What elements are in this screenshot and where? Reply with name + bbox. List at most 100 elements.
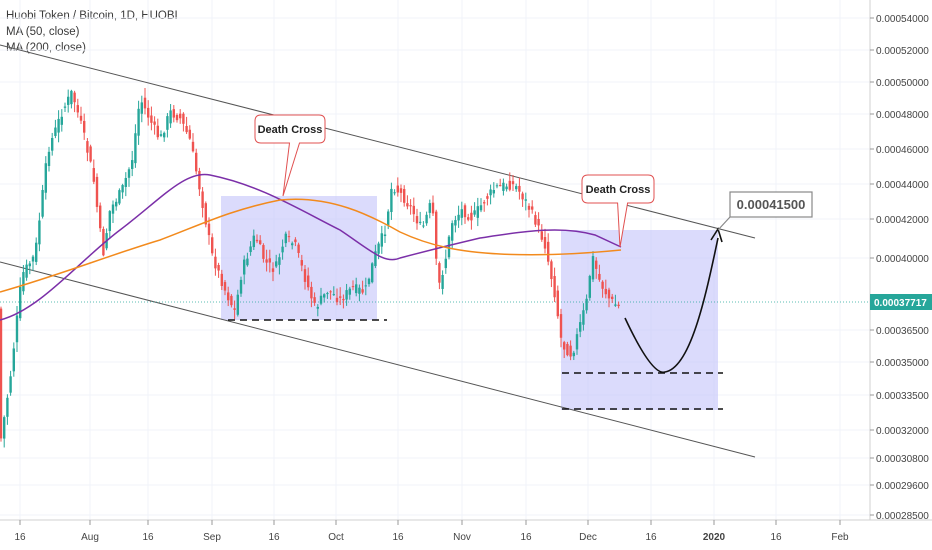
candle-body [345, 290, 348, 300]
ma200-label[interactable]: MA (200, close) [6, 42, 86, 54]
candle-body [479, 205, 483, 211]
channel-upper-line [0, 44, 756, 239]
ma50-line [0, 173, 622, 321]
candle-body [227, 292, 230, 301]
symbol-title[interactable]: Huobi Token / Bitcoin, 1D, HUOBI [6, 10, 178, 22]
candle-body [351, 286, 355, 288]
candle-body [607, 289, 611, 299]
candle-body [127, 169, 131, 178]
candle-body [41, 189, 44, 217]
candle-body [223, 282, 227, 291]
candle-body [63, 106, 67, 108]
candle-body [457, 214, 460, 221]
target-label-text: 0.00041500 [737, 197, 806, 212]
price-tick-label: 0.00052000 [876, 46, 929, 57]
candle-body [156, 125, 159, 138]
candle-body [57, 118, 60, 133]
candle-body [287, 236, 291, 238]
candle-body [476, 206, 479, 218]
candle-body [575, 334, 579, 350]
death-cross-callout-2-text: Death Cross [586, 184, 651, 196]
candle-body [140, 102, 143, 114]
candle-body [67, 96, 70, 105]
candle-body [604, 288, 607, 295]
candle-body [121, 185, 124, 193]
candle-body [111, 204, 115, 214]
candle-body [444, 258, 447, 269]
candle-body [265, 259, 268, 263]
candle-body [294, 239, 297, 243]
candle-body [25, 264, 28, 278]
candle-body [377, 243, 380, 254]
candle-body [153, 121, 156, 125]
death-cross-callout-2-bubble [581, 174, 655, 248]
candle-body [614, 304, 617, 306]
candle-body [508, 180, 511, 190]
candle-body [44, 163, 47, 193]
time-tick-label: Nov [453, 532, 471, 543]
candle-body [582, 310, 585, 325]
candle-body [22, 272, 25, 292]
candle-body [547, 241, 550, 262]
candle-body [399, 188, 403, 193]
candle-body [601, 281, 604, 289]
time-tick-label: Sep [203, 532, 221, 543]
candle-body [329, 291, 332, 293]
candle-body [92, 168, 95, 182]
candle-body [31, 256, 35, 262]
candle-body [220, 273, 223, 287]
candle-body [460, 209, 463, 218]
price-tick-label: 0.00028500 [876, 511, 929, 522]
candle-body [569, 345, 572, 357]
target-label: 0.00041500 [717, 191, 813, 231]
candle-body [598, 273, 601, 280]
price-tick-label: 0.00048000 [876, 110, 929, 121]
chart-legend: Huobi Token / Bitcoin, 1D, HUOBI MA (50,… [6, 8, 178, 56]
candle-body [70, 90, 73, 105]
candle-body [393, 192, 396, 194]
price-tick-label: 0.00029600 [876, 481, 929, 492]
candle-body [409, 205, 412, 207]
candle-body [297, 244, 300, 254]
candle-body [428, 203, 431, 213]
candle-body [463, 205, 467, 218]
candle-body [559, 314, 563, 338]
candle-body [527, 205, 531, 210]
candle-body [540, 231, 543, 240]
candle-body [143, 97, 147, 109]
candle-body [76, 105, 79, 113]
candle-body [355, 284, 358, 294]
candle-body [467, 217, 470, 220]
candle-body [518, 185, 521, 192]
time-tick-label: 16 [392, 532, 404, 543]
time-tick-label: 16 [770, 532, 782, 543]
candle-body [198, 170, 201, 190]
candle-body [201, 191, 204, 208]
candle-body [521, 193, 524, 200]
candle-body [572, 352, 575, 357]
candle-body [99, 205, 102, 229]
candle-body [515, 186, 518, 190]
time-tick-label: 16 [645, 532, 657, 543]
candle-body [207, 223, 211, 236]
candle-body [473, 210, 476, 215]
price-tick-label: 0.00046000 [876, 145, 929, 156]
candle-body [316, 306, 319, 309]
candle-body [271, 268, 275, 272]
candle-body [342, 298, 345, 301]
price-axis-bg [870, 0, 932, 550]
candles [0, 87, 620, 448]
candle-body [211, 237, 214, 254]
ma50-label[interactable]: MA (50, close) [6, 26, 80, 38]
candle-body [255, 239, 259, 242]
candle-body [550, 261, 553, 280]
candle-body [579, 322, 582, 332]
candle-body [537, 218, 540, 226]
candle-body [51, 137, 54, 151]
candle-body [262, 245, 265, 259]
time-tick-label: 16 [520, 532, 532, 543]
candle-body [588, 275, 591, 298]
candle-body [166, 116, 169, 130]
death-cross-callout-2: Death Cross [581, 174, 655, 248]
